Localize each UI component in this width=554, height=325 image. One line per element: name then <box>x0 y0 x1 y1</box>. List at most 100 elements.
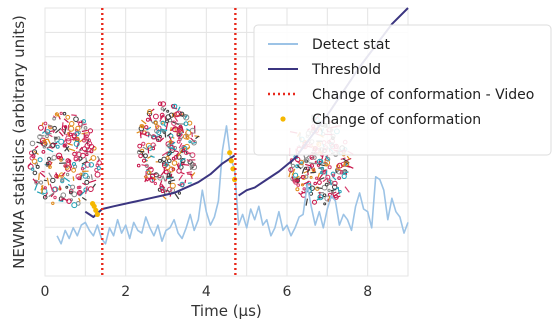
x-tick-labels: 0 2 4 6 8 <box>41 284 373 300</box>
protein-bond <box>38 134 45 137</box>
protein-atom <box>50 142 56 148</box>
protein-atom <box>37 134 43 140</box>
protein-bond <box>81 196 87 201</box>
protein-atom <box>60 192 67 198</box>
protein-bond <box>176 163 180 170</box>
protein-bond <box>163 187 167 192</box>
protein-atom <box>309 175 313 179</box>
protein-bond <box>90 174 93 181</box>
protein-atom <box>35 164 40 169</box>
protein-bond <box>81 129 88 133</box>
protein-bond <box>144 158 148 162</box>
protein-atom <box>325 174 331 180</box>
protein-bond <box>78 149 83 153</box>
protein-bond <box>46 177 50 186</box>
protein-atom <box>66 161 71 166</box>
protein-bond <box>322 169 327 173</box>
protein-bond <box>319 163 325 167</box>
protein-bond <box>85 185 88 195</box>
protein-bond <box>55 127 62 134</box>
protein-bond <box>63 127 67 135</box>
protein-atom <box>316 163 320 167</box>
protein-atom <box>84 179 90 185</box>
protein-bond <box>319 177 325 181</box>
protein-atom <box>161 156 167 162</box>
protein-bond <box>55 113 61 118</box>
protein-atom <box>183 121 189 127</box>
protein-bond <box>166 132 172 137</box>
protein-atom <box>52 125 57 131</box>
legend: Detect stat Threshold Change of conformati… <box>253 24 552 156</box>
protein-bond <box>45 132 53 138</box>
protein-atom <box>166 109 170 113</box>
protein-atom <box>38 180 44 185</box>
protein-bond <box>165 122 169 131</box>
protein-atom <box>37 157 43 163</box>
protein-atom <box>145 117 150 122</box>
protein-bond <box>170 125 177 132</box>
protein-bond <box>344 186 350 193</box>
protein-atom <box>51 186 58 193</box>
protein-bond <box>82 182 86 186</box>
protein-atom <box>138 153 143 159</box>
protein-atom <box>171 156 176 161</box>
protein-bond <box>288 171 291 178</box>
protein-atom <box>63 164 67 168</box>
protein-bond <box>141 164 149 167</box>
protein-atom <box>304 166 308 170</box>
protein-bond <box>71 114 77 117</box>
protein-bond <box>83 133 88 141</box>
protein-atom <box>79 172 83 176</box>
protein-bond <box>330 189 337 192</box>
protein-structure-image <box>27 111 102 209</box>
protein-atom <box>144 125 149 130</box>
protein-bond <box>138 150 145 153</box>
protein-bond <box>146 126 152 131</box>
protein-bond <box>187 173 193 176</box>
protein-atom <box>55 144 60 149</box>
protein-bond <box>180 171 185 175</box>
protein-atom <box>141 141 146 146</box>
protein-atom <box>331 190 334 194</box>
protein-bond <box>57 174 62 177</box>
protein-atom <box>39 137 47 144</box>
protein-atom <box>69 190 73 195</box>
protein-atom <box>29 150 34 156</box>
protein-bond <box>335 168 341 171</box>
protein-atom <box>138 125 145 132</box>
protein-bond <box>187 182 192 184</box>
protein-bond <box>195 135 200 140</box>
protein-atom <box>68 188 74 194</box>
protein-bond <box>310 171 317 174</box>
protein-atom <box>296 183 301 187</box>
protein-bond <box>305 163 313 167</box>
protein-atom <box>60 177 65 182</box>
protein-bond <box>71 138 79 141</box>
protein-atom <box>312 155 317 160</box>
protein-bond <box>188 154 193 159</box>
protein-bond <box>292 180 296 183</box>
protein-atom <box>171 160 178 166</box>
protein-atom <box>56 155 61 160</box>
protein-bond <box>67 124 70 131</box>
protein-atom <box>172 103 178 109</box>
protein-bond <box>67 183 71 187</box>
protein-atom <box>311 168 316 173</box>
protein-bond <box>181 163 190 166</box>
protein-atom <box>296 179 300 183</box>
protein-bond <box>166 176 174 178</box>
protein-atom <box>54 112 60 117</box>
protein-atom <box>59 111 63 116</box>
protein-atom <box>59 172 65 178</box>
protein-atom <box>78 191 82 195</box>
protein-atom <box>71 202 78 209</box>
protein-atom <box>27 163 34 170</box>
protein-bond <box>191 172 196 177</box>
protein-atom <box>140 148 145 153</box>
legend-label: Threshold <box>311 62 381 78</box>
protein-bond <box>63 177 71 182</box>
protein-atom <box>187 159 193 165</box>
protein-atom <box>171 112 177 118</box>
protein-bond <box>173 150 179 153</box>
protein-atom <box>168 166 175 173</box>
